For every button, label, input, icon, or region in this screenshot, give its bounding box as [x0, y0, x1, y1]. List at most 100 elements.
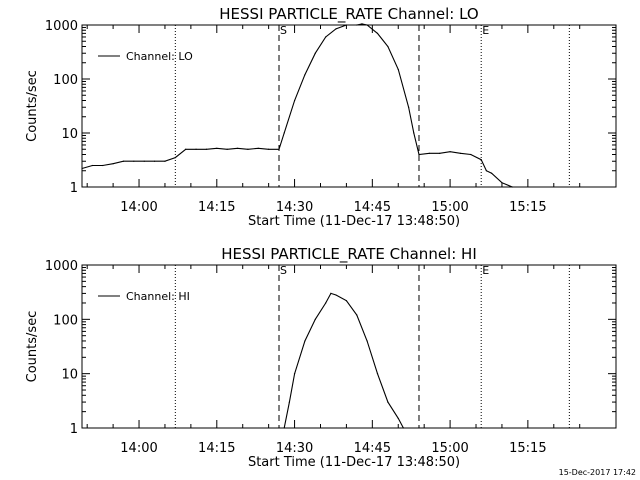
- data-point: [81, 167, 83, 170]
- data-point: [459, 152, 462, 154]
- data-point: [397, 417, 399, 420]
- data-point: [345, 24, 348, 26]
- marker-label: S: [280, 24, 287, 37]
- data-point: [216, 147, 218, 149]
- marker-label: S: [280, 264, 287, 277]
- data-point: [490, 172, 493, 174]
- data-point: [304, 340, 306, 342]
- chart-title: HESSI PARTICLE_RATE Channel: LO: [219, 5, 478, 24]
- data-point: [330, 292, 332, 295]
- data-point: [413, 132, 415, 134]
- data-point: [361, 23, 363, 25]
- panel-lo: HESSI PARTICLE_RATE Channel: LOS E 1 10 100 1…: [25, 5, 617, 229]
- data-point: [314, 52, 316, 54]
- y-tick-label: 1000: [45, 259, 78, 274]
- y-tick-label: 1000: [45, 19, 78, 34]
- data-point: [439, 152, 441, 154]
- data-point: [153, 160, 156, 162]
- y-axis-label: Counts/sec: [25, 311, 40, 383]
- data-point: [485, 170, 487, 172]
- data-point: [164, 160, 166, 162]
- legend-label: Channel: HI: [126, 290, 190, 303]
- legend: Channel: HI: [98, 290, 190, 303]
- data-point: [408, 106, 410, 108]
- data-point: [366, 24, 368, 26]
- plot-frame: [81, 264, 617, 429]
- data-point: [293, 99, 296, 102]
- data-point: [356, 314, 358, 316]
- x-tick-label: 14:30: [276, 441, 313, 456]
- panel-hi: HESSI PARTICLE_RATE Channel: HIS E 1 10 100 1…: [25, 245, 617, 470]
- data-point: [91, 164, 93, 167]
- x-axis-label: Start Time (11-Dec-17 13:48:50): [248, 214, 460, 229]
- legend: Channel: LO: [98, 50, 193, 63]
- data-point: [397, 68, 399, 71]
- marker-label: E: [482, 24, 489, 37]
- data-point: [345, 300, 348, 302]
- data-point: [133, 160, 135, 162]
- data-point: [387, 45, 389, 48]
- data-point: [205, 148, 208, 150]
- data-point: [112, 163, 114, 165]
- data-point: [268, 148, 270, 150]
- data-point: [387, 401, 389, 403]
- data-point: [293, 373, 296, 375]
- data-point: [102, 164, 104, 167]
- data-point: [143, 160, 145, 162]
- y-tick-label: 100: [53, 313, 78, 328]
- x-tick-label: 14:00: [120, 441, 157, 456]
- data-point: [428, 152, 430, 154]
- x-tick-label: 14:45: [354, 200, 391, 215]
- data-point: [122, 160, 125, 162]
- data-point: [418, 153, 420, 156]
- x-tick-label: 14:15: [198, 441, 235, 456]
- y-axis-label: Counts/sec: [25, 70, 40, 142]
- data-point: [185, 148, 187, 150]
- data-point: [226, 148, 228, 150]
- data-point: [288, 401, 290, 403]
- data-point: [257, 147, 259, 149]
- data-point: [283, 132, 285, 134]
- x-tick-label: 14:00: [120, 200, 157, 215]
- x-tick-label: 14:15: [198, 200, 235, 215]
- data-point: [470, 153, 472, 156]
- data-point: [356, 24, 358, 26]
- data-point: [236, 147, 239, 149]
- data-point: [247, 148, 249, 150]
- data-point: [449, 151, 451, 153]
- x-tick-label: 15:00: [431, 441, 468, 456]
- data-point: [511, 186, 513, 188]
- data-point: [325, 36, 327, 38]
- data-point: [283, 427, 285, 429]
- data-point: [325, 302, 327, 304]
- y-tick-label: 1: [70, 181, 78, 196]
- series-line-lo: [81, 23, 513, 188]
- data-point: [304, 74, 306, 76]
- data-point: [278, 148, 280, 150]
- data-point: [366, 340, 368, 342]
- chart-title: HESSI PARTICLE_RATE Channel: HI: [221, 245, 477, 264]
- x-tick-label: 15:15: [509, 200, 546, 215]
- x-tick-label: 15:00: [431, 200, 468, 215]
- data-point: [376, 32, 379, 34]
- y-tick-label: 10: [61, 368, 78, 383]
- x-tick-label: 14:30: [276, 200, 313, 215]
- x-axis-label: Start Time (11-Dec-17 13:48:50): [248, 455, 460, 470]
- data-point: [501, 182, 503, 184]
- legend-label: Channel: LO: [126, 50, 193, 63]
- data-point: [376, 373, 379, 375]
- series-line-hi: [283, 292, 404, 429]
- data-point: [402, 427, 405, 429]
- data-point: [335, 28, 337, 30]
- data-point: [480, 159, 482, 161]
- y-tick-label: 1: [70, 422, 78, 437]
- data-point: [335, 294, 337, 296]
- footer-timestamp: 15-Dec-2017 17:42: [559, 468, 636, 477]
- x-tick-label: 15:15: [509, 441, 546, 456]
- data-point: [195, 148, 197, 150]
- data-point: [314, 318, 316, 320]
- marker-label: E: [482, 264, 489, 277]
- y-tick-label: 10: [61, 127, 78, 142]
- y-tick-label: 100: [53, 73, 78, 88]
